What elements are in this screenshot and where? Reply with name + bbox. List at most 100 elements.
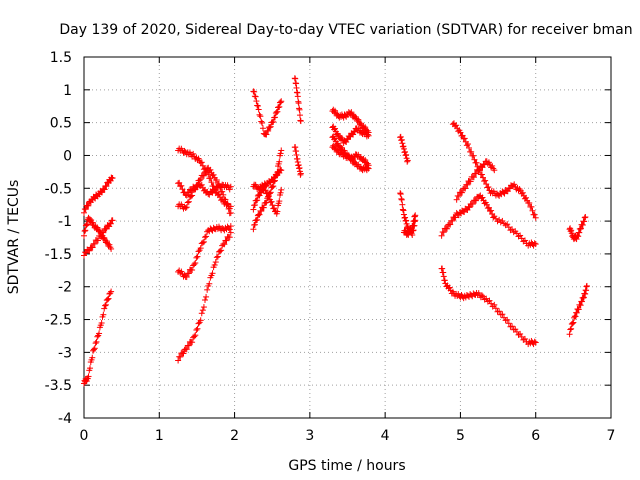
data-point: [222, 196, 229, 203]
data-point: [91, 240, 98, 247]
data-point: [107, 220, 114, 227]
data-point: [505, 320, 512, 327]
data-point: [183, 274, 190, 281]
data-point: [531, 338, 538, 345]
data-point: [295, 100, 302, 107]
data-point: [213, 254, 220, 261]
data-point: [199, 307, 206, 314]
data-point: [440, 269, 447, 276]
data-point: [208, 179, 215, 186]
data-point: [403, 151, 410, 158]
data-point: [189, 192, 196, 199]
data-point: [575, 233, 582, 240]
data-point: [462, 185, 469, 192]
chart-title: Day 139 of 2020, Sidereal Day-to-day VTE…: [59, 22, 632, 38]
data-point: [250, 206, 257, 213]
data-point: [276, 158, 283, 165]
data-point: [567, 326, 574, 333]
data-point: [194, 181, 201, 188]
data-point: [531, 211, 538, 218]
data-point: [447, 221, 454, 228]
data-point: [189, 339, 196, 346]
data-point: [81, 232, 87, 239]
data-point: [577, 302, 584, 309]
data-point: [102, 301, 109, 308]
data-point: [481, 161, 488, 168]
data-point: [270, 118, 277, 125]
data-point: [277, 150, 284, 157]
data-point: [398, 136, 405, 143]
data-point: [85, 202, 92, 209]
data-point: [397, 133, 404, 140]
data-point: [253, 98, 260, 105]
data-point: [440, 229, 447, 236]
data-point: [566, 331, 573, 338]
data-point: [209, 270, 216, 277]
data-point: [210, 171, 217, 178]
data-point: [182, 204, 189, 211]
data-point: [568, 321, 575, 328]
data-point: [213, 176, 220, 183]
data-point: [259, 125, 266, 132]
data-point: [345, 152, 352, 159]
data-point: [87, 365, 94, 372]
data-point: [485, 184, 492, 191]
data-point: [93, 338, 100, 345]
y-tick-label: -0.5: [45, 181, 72, 197]
data-point: [580, 294, 587, 301]
data-point: [194, 253, 201, 260]
data-point: [203, 293, 210, 300]
data-point: [258, 208, 265, 215]
data-point: [412, 212, 419, 219]
data-point: [532, 241, 539, 248]
data-point: [572, 313, 579, 320]
data-point: [452, 214, 459, 221]
data-point: [254, 197, 261, 204]
data-point: [478, 171, 485, 178]
data-point: [200, 238, 207, 245]
data-point: [188, 193, 195, 200]
data-point: [96, 227, 103, 234]
data-point: [272, 114, 279, 121]
data-point: [355, 116, 362, 123]
data-point: [226, 186, 233, 193]
data-point: [198, 310, 205, 317]
data-point: [276, 198, 283, 205]
data-point: [338, 134, 345, 141]
data-point: [364, 131, 371, 138]
data-point: [332, 135, 339, 142]
data-point: [206, 280, 213, 287]
data-point: [94, 333, 101, 340]
data-point: [103, 183, 110, 190]
y-tick-label: -1.5: [45, 247, 72, 263]
data-point: [212, 259, 219, 266]
data-point: [459, 189, 466, 196]
data-point: [364, 164, 371, 171]
data-point: [200, 172, 207, 179]
data-point: [278, 186, 285, 193]
data-point: [94, 237, 101, 244]
data-point: [178, 182, 185, 189]
data-point: [277, 99, 284, 106]
y-tick-label: 1: [63, 83, 72, 99]
data-point: [519, 189, 526, 196]
data-point: [108, 288, 115, 295]
data-point: [109, 217, 116, 224]
data-point: [256, 111, 263, 118]
data-point: [523, 194, 530, 201]
data-point: [443, 225, 450, 232]
data-point: [400, 143, 407, 150]
data-point: [478, 292, 485, 299]
data-point: [441, 277, 448, 284]
x-tick-label: 5: [456, 428, 465, 444]
data-point: [175, 357, 182, 364]
data-point: [226, 226, 233, 233]
data-point: [250, 226, 257, 233]
data-point: [199, 239, 206, 246]
data-point: [98, 319, 105, 326]
data-point: [194, 325, 201, 332]
data-point: [466, 204, 473, 211]
data-point: [439, 265, 446, 272]
data-point: [467, 178, 474, 185]
data-point: [468, 148, 475, 155]
